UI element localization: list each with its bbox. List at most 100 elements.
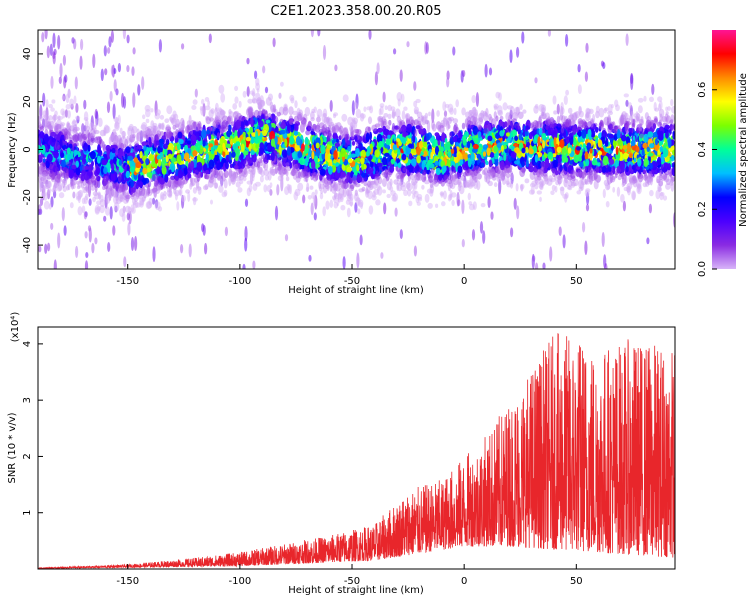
- heatmap-cell: [495, 132, 500, 139]
- heatmap-cell: [434, 132, 440, 137]
- heatmap-cell: [342, 187, 347, 198]
- heatmap-cell: [334, 142, 340, 147]
- heatmap-cell: [505, 112, 511, 121]
- heatmap-cell: [112, 103, 116, 120]
- heatmap-cell: [645, 119, 651, 129]
- heatmap-cell: [71, 37, 75, 44]
- heatmap-cell: [506, 167, 511, 173]
- heatmap-cell: [50, 107, 55, 112]
- heatmap-cell: [443, 110, 448, 117]
- heatmap-cell: [84, 231, 88, 239]
- heatmap-cell: [648, 162, 654, 170]
- heatmap-cell: [141, 76, 145, 90]
- heatmap-cell: [237, 187, 243, 193]
- heatmap-cell: [280, 129, 286, 135]
- heatmap-cell: [83, 111, 89, 121]
- heatmap-cell: [83, 211, 87, 220]
- heatmap-cell: [582, 222, 586, 233]
- heatmap-cell: [75, 167, 81, 176]
- heatmap-cell: [552, 171, 556, 177]
- heatmap-cell: [563, 95, 568, 106]
- heatmap-cell: [576, 190, 582, 195]
- heatmap-cell: [519, 183, 525, 190]
- heatmap-cell: [493, 182, 498, 188]
- heatmap-cell: [413, 81, 417, 91]
- heatmap-cell: [100, 68, 104, 82]
- heatmap-cell: [244, 225, 248, 242]
- heatmap-cell: [92, 191, 99, 197]
- heatmap-cell: [119, 127, 123, 135]
- heatmap-cell: [361, 172, 366, 178]
- heatmap-cell: [62, 110, 66, 119]
- heatmap-cell: [252, 260, 256, 269]
- heatmap-cell: [38, 245, 42, 253]
- heatmap-cell: [402, 167, 407, 173]
- heatmap-cell: [194, 88, 198, 98]
- heatmap-cell: [409, 174, 415, 180]
- heatmap-cell: [327, 117, 333, 127]
- heatmap-cell: [113, 79, 117, 92]
- heatmap-cell: [112, 225, 116, 236]
- heatmap-cell: [310, 202, 314, 216]
- heatmap-cell: [297, 151, 303, 159]
- heatmap-cell: [406, 41, 410, 48]
- heatmap-cell: [57, 232, 61, 249]
- heatmap-cell: [350, 130, 355, 140]
- heatmap-cell: [416, 155, 421, 164]
- heatmap-cell: [383, 121, 387, 126]
- heatmap-cell: [654, 107, 659, 112]
- heatmap-cell: [166, 189, 173, 197]
- heatmap-cell: [494, 159, 499, 167]
- heatmap-cell: [549, 246, 553, 262]
- heatmap-cell: [597, 162, 601, 167]
- heatmap-cell: [176, 201, 180, 211]
- heatmap-cell: [462, 135, 467, 146]
- heatmap-cell: [238, 100, 242, 108]
- heatmap-cell: [651, 83, 655, 95]
- heatmap-cell: [305, 129, 311, 136]
- heatmap-cell: [340, 204, 346, 211]
- heatmap-cell: [75, 115, 81, 120]
- heatmap-cell: [552, 120, 557, 129]
- heatmap-cell: [357, 208, 361, 215]
- heatmap-cell: [259, 147, 264, 155]
- heatmap-cell: [413, 106, 419, 114]
- heatmap-cell: [598, 107, 605, 118]
- heatmap-cell: [453, 107, 457, 116]
- heatmap-cell: [148, 154, 155, 162]
- heatmap-cell: [324, 183, 330, 190]
- heatmap-cell: [528, 165, 534, 173]
- heatmap-cell: [648, 203, 653, 214]
- heatmap-cell: [157, 124, 162, 131]
- heatmap-cell: [119, 148, 123, 157]
- heatmap-cell: [625, 166, 629, 173]
- heatmap-cell: [403, 189, 408, 196]
- heatmap-cell: [75, 245, 79, 258]
- heatmap-cell: [127, 206, 132, 214]
- heatmap-cell: [384, 152, 390, 157]
- heatmap-cell: [57, 35, 61, 50]
- heatmap-cell: [109, 206, 113, 220]
- heatmap-cell: [264, 86, 269, 94]
- heatmap-cell: [87, 181, 92, 198]
- heatmap-cell: [131, 66, 135, 77]
- heatmap-cell: [88, 198, 92, 206]
- heatmap-cell: [646, 146, 650, 152]
- heatmap-cell: [371, 182, 378, 189]
- heatmap-cell: [156, 185, 160, 191]
- heatmap-cell: [57, 182, 63, 191]
- heatmap-cell: [519, 103, 523, 110]
- heatmap-cell: [228, 170, 234, 177]
- heatmap-cell: [550, 168, 557, 173]
- heatmap-cell: [565, 121, 570, 128]
- heatmap-cell: [659, 192, 665, 197]
- heatmap-cell: [649, 189, 654, 197]
- heatmap-cell: [447, 173, 452, 181]
- heatmap-cell: [455, 99, 460, 108]
- heatmap-cell: [374, 71, 378, 86]
- heatmap-cell: [252, 98, 258, 104]
- heatmap-cell: [204, 242, 208, 255]
- heatmap-cell: [47, 242, 51, 252]
- heatmap-cell: [556, 115, 561, 124]
- heatmap-cell: [534, 77, 538, 84]
